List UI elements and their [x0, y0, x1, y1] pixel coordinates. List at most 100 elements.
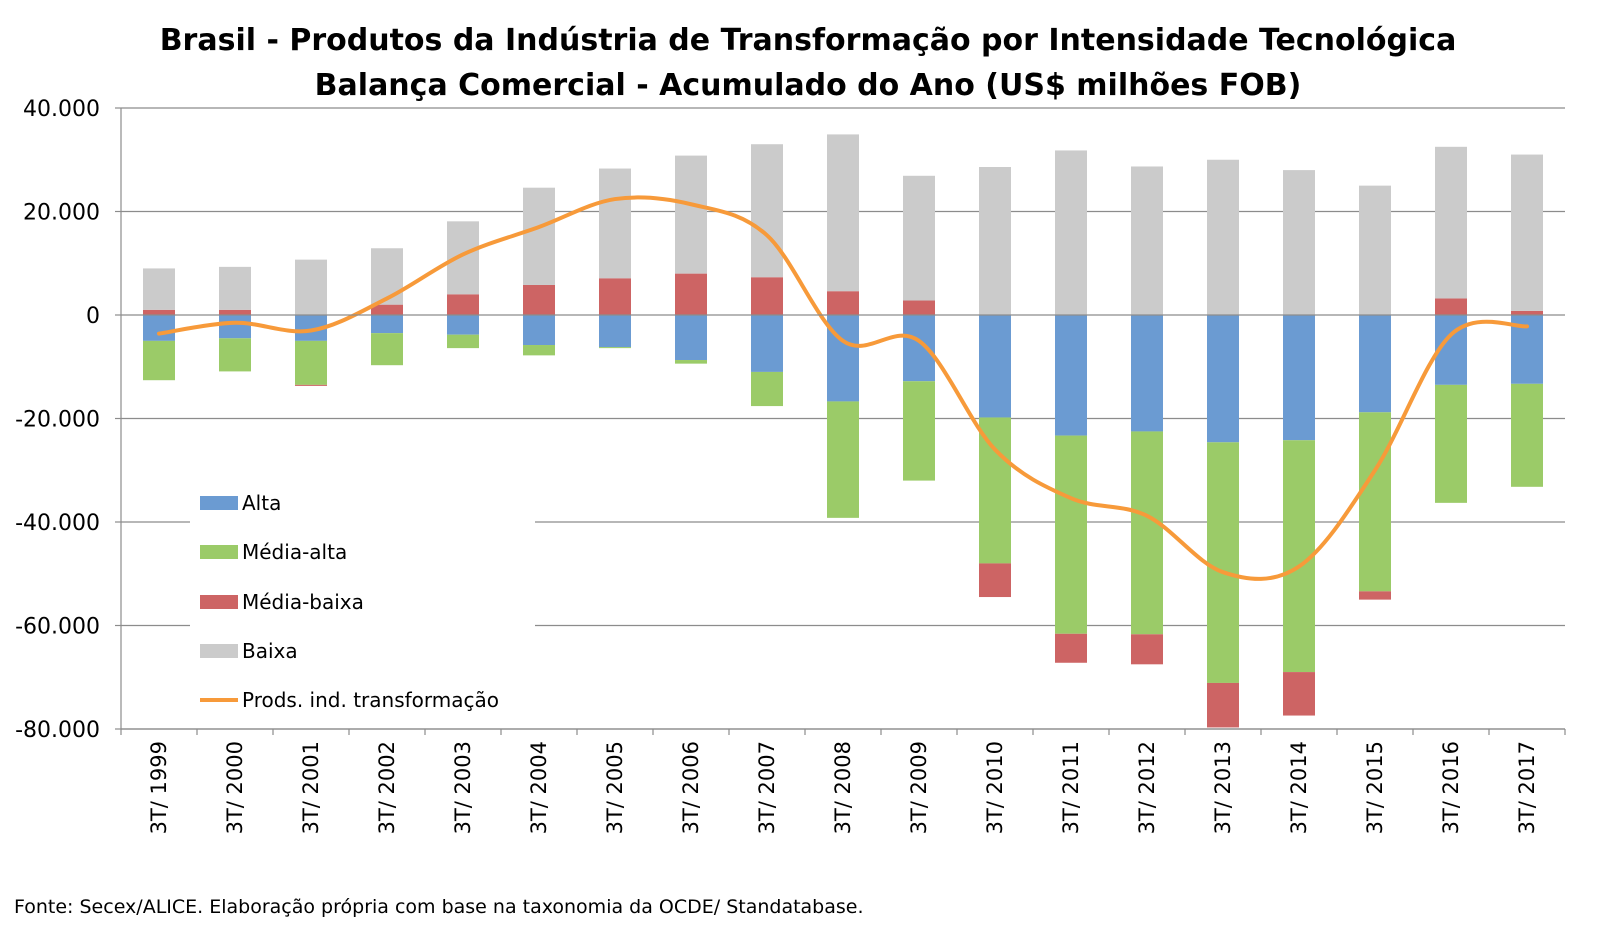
bar-segment	[1207, 159, 1239, 315]
legend-label: Alta	[242, 491, 281, 515]
chart-subtitle: Balança Comercial - Acumulado do Ano (US…	[315, 68, 1302, 103]
x-axis: 3T/ 1999 3T/ 2000 3T/ 2001 3T/ 2002 3T/ 2003…	[147, 741, 1539, 834]
y-tick-label: -40.000	[15, 511, 100, 536]
x-tick-label: 3T/ 2002	[375, 741, 399, 834]
bar-segment	[143, 340, 175, 381]
bar-segment	[219, 315, 251, 339]
x-tick-label: 3T/ 2003	[451, 741, 475, 834]
bar-segment	[903, 300, 935, 315]
legend-swatch	[200, 545, 238, 559]
bar-segment	[1131, 166, 1163, 315]
bar-segment	[675, 155, 707, 274]
bar-segment	[1359, 412, 1391, 592]
bar-segment	[1207, 682, 1239, 728]
line-series	[157, 195, 1529, 581]
bar-segment	[295, 384, 327, 386]
bar-segment	[1511, 383, 1543, 487]
chart-title: Brasil - Produtos da Indústria de Transf…	[160, 23, 1457, 58]
legend-swatch	[200, 595, 238, 609]
x-tick-label: 3T/ 2005	[603, 741, 627, 834]
bar-segment	[1055, 633, 1087, 663]
bar-segment	[143, 309, 175, 315]
bar-segment	[599, 278, 631, 315]
bar-segment	[1131, 431, 1163, 635]
y-tick-label: -20.000	[15, 408, 100, 433]
bar-segment	[143, 268, 175, 310]
bar-segment	[979, 315, 1011, 418]
x-tick-label: 3T/ 2008	[831, 741, 855, 834]
legend-label: Média-alta	[242, 540, 347, 564]
bar-segment	[1283, 672, 1315, 716]
legend-swatch	[200, 644, 238, 658]
bar-segment	[827, 291, 859, 315]
x-tick-label: 3T/ 2011	[1059, 741, 1083, 834]
bar-segment	[1207, 315, 1239, 443]
bar-segment	[1131, 634, 1163, 665]
x-tick-label: 3T/ 2000	[223, 741, 247, 834]
bar-segment	[903, 315, 935, 382]
x-tick-label: 3T/ 2009	[907, 741, 931, 834]
bar-segment	[1435, 146, 1467, 299]
bar-segment	[1055, 315, 1087, 436]
x-tick-label: 3T/ 1999	[147, 741, 171, 834]
bar-segment	[523, 187, 555, 285]
bar-segment	[523, 345, 555, 356]
bar-segment	[979, 417, 1011, 564]
bar-segment	[751, 277, 783, 315]
bar-segment	[1283, 170, 1315, 315]
bar-segment	[1435, 298, 1467, 315]
bar-segment	[371, 315, 403, 334]
x-tick-label: 3T/ 2016	[1439, 741, 1463, 834]
bar-segment	[1055, 150, 1087, 315]
bar-segment	[1207, 442, 1239, 683]
legend-swatch	[200, 496, 238, 510]
x-tick-label: 3T/ 2013	[1211, 741, 1235, 834]
legend-label: Prods. ind. transformação	[242, 688, 499, 712]
x-tick-label: 3T/ 2014	[1287, 741, 1311, 834]
source-note: Fonte: Secex/ALICE. Elaboração própria c…	[14, 896, 864, 918]
bar-segment	[1131, 315, 1163, 432]
bar-segment	[447, 221, 479, 295]
y-tick-label: -60.000	[15, 615, 100, 640]
legend: Alta Média-alta Média-baixa Baixa Prods. ind…	[190, 482, 535, 720]
bar-segment	[599, 315, 631, 348]
x-tick-label: 3T/ 2004	[527, 741, 551, 834]
bar-segment	[903, 381, 935, 481]
bar-segment	[219, 266, 251, 310]
bar-segment	[1283, 315, 1315, 441]
bar-segment	[295, 259, 327, 315]
bar-segment	[751, 144, 783, 278]
y-tick-label: -80.000	[15, 718, 100, 743]
legend-background	[190, 482, 535, 720]
bar-segment	[1511, 154, 1543, 311]
bar-segment	[523, 284, 555, 315]
bar-segment	[523, 315, 555, 346]
y-axis: 40.000 20.000 0 -20.000 -40.000 -60.000 -80.00…	[15, 97, 100, 743]
x-tick-label: 3T/ 2012	[1135, 741, 1159, 834]
bar-segment	[979, 166, 1011, 315]
x-tick-label: 3T/ 2015	[1363, 741, 1387, 834]
axes	[115, 107, 1566, 735]
bar-segment	[903, 175, 935, 301]
bar-segment	[599, 347, 631, 349]
bar-segment	[371, 248, 403, 305]
bar-segment	[219, 309, 251, 315]
legend-label: Média-baixa	[242, 590, 364, 614]
bar-segment	[751, 315, 783, 372]
bar-series	[143, 134, 1543, 728]
line-prods-ind-transformacao	[157, 195, 1529, 581]
bar-segment	[447, 294, 479, 315]
x-tick-label: 3T/ 2006	[679, 741, 703, 834]
bar-segment	[827, 401, 859, 518]
x-tick-label: 3T/ 2001	[299, 741, 323, 834]
bar-segment	[1055, 435, 1087, 634]
bar-segment	[219, 338, 251, 372]
bar-segment	[827, 134, 859, 292]
y-tick-label: 40.000	[23, 97, 100, 122]
legend-label: Baixa	[242, 639, 298, 663]
bar-segment	[1435, 384, 1467, 503]
bar-segment	[1359, 185, 1391, 315]
bar-segment	[1359, 315, 1391, 413]
bar-segment	[675, 360, 707, 364]
bar-segment	[143, 315, 175, 341]
